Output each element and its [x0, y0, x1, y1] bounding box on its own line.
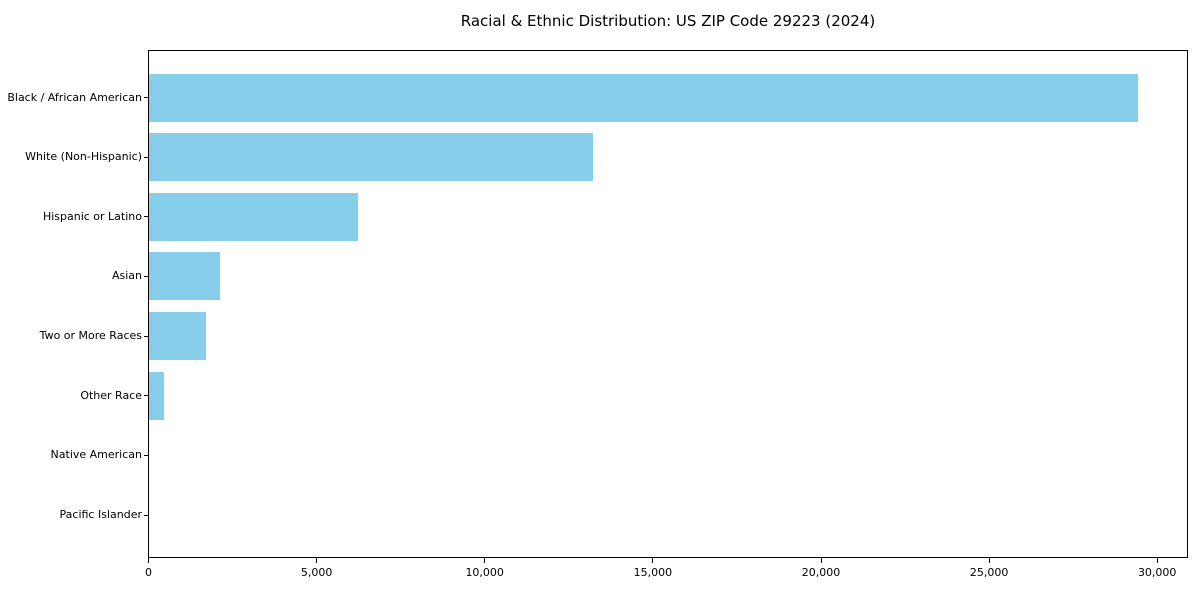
y-tick-label: Asian: [111, 269, 142, 283]
bar-hispanic-or-latino: [149, 192, 358, 241]
y-tick: [144, 275, 148, 277]
y-tick-label: Other Race: [80, 388, 142, 402]
y-tick: [144, 335, 148, 337]
x-tick: [1156, 558, 1158, 563]
y-tick: [144, 156, 148, 158]
plot-area: [148, 50, 1188, 558]
y-tick: [144, 454, 148, 456]
y-tick: [144, 216, 148, 218]
y-tick-label: Hispanic or Latino: [42, 209, 142, 223]
x-tick-label: 5,000: [300, 566, 333, 579]
chart-title: Racial & Ethnic Distribution: US ZIP Cod…: [460, 12, 876, 30]
x-tick: [484, 558, 486, 563]
x-tick-label: 0: [145, 566, 152, 579]
x-tick-label: 20,000: [801, 566, 841, 579]
x-tick-label: 30,000: [1137, 566, 1177, 579]
y-tick-label: Black / African American: [7, 90, 142, 104]
x-tick-label: 10,000: [465, 566, 504, 579]
x-tick-label: 15,000: [633, 566, 673, 579]
y-tick-label: Pacific Islander: [59, 508, 142, 522]
x-tick: [652, 558, 654, 563]
x-tick-label: 25,000: [969, 566, 1009, 579]
y-tick-label: White (Non-Hispanic): [25, 150, 142, 164]
bar-other-race: [149, 371, 165, 420]
y-tick: [144, 97, 148, 98]
bar-asian: [149, 252, 220, 301]
y-tick: [144, 514, 148, 516]
bar-white-non-hispanic: [149, 133, 593, 182]
bar-black-african-american: [149, 73, 1138, 122]
y-tick: [144, 395, 148, 397]
y-tick-label: Two or More Races: [39, 329, 142, 343]
x-tick: [820, 558, 822, 563]
x-tick: [148, 558, 149, 563]
x-tick: [316, 558, 318, 563]
y-tick-label: Native American: [50, 448, 142, 462]
x-tick: [988, 558, 990, 563]
bar-two-or-more-races: [149, 312, 207, 361]
